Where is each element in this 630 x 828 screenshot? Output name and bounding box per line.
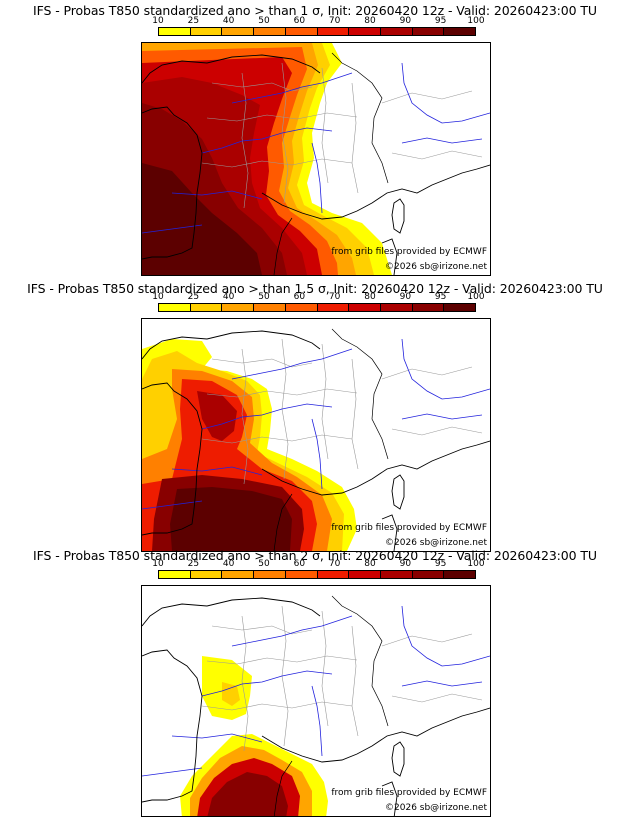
map-panel-3: IFS - Probas T850 standardized ano > tha…: [0, 548, 630, 828]
legend-label: 40: [222, 292, 235, 302]
legend-label: 80: [364, 16, 376, 26]
legend-label: 100: [467, 559, 485, 569]
legend-label: 50: [258, 292, 270, 302]
legend-label: 95: [434, 292, 447, 302]
legend-swatch: [349, 571, 381, 578]
legend-label: 95: [434, 16, 447, 26]
legend-label: 70: [328, 16, 341, 26]
prob-level-95-south: [207, 772, 288, 816]
legend-label: 70: [328, 559, 341, 569]
legend-swatch: [444, 571, 476, 578]
legend-label: 95: [434, 559, 447, 569]
legend-swatch: [380, 571, 413, 578]
legend-label: 50: [258, 559, 270, 569]
legend-swatch: [254, 304, 286, 311]
probability-map: from grib files provided by ECMWF ©2026 …: [141, 585, 491, 817]
legend-label: 40: [222, 16, 235, 26]
prob-level-100: [142, 163, 262, 275]
legend-swatch: [349, 28, 381, 35]
legend-swatch: [317, 304, 350, 311]
legend-labels: 10 25 40 50 60 70 80 90 95 100: [152, 16, 484, 26]
legend-bar: [158, 570, 476, 579]
legend-swatch: [412, 304, 445, 311]
legend-swatch: [159, 571, 191, 578]
legend-label: 100: [467, 292, 485, 302]
legend-label: 60: [293, 559, 306, 569]
legend-swatch: [222, 28, 255, 35]
legend-label: 25: [187, 292, 200, 302]
legend-swatch: [222, 304, 255, 311]
legend-swatch: [317, 28, 350, 35]
probability-map: from grib files provided by ECMWF ©2026 …: [141, 42, 491, 276]
legend-swatch: [317, 571, 350, 578]
legend-label: 10: [152, 16, 164, 26]
legend-label: 25: [187, 559, 200, 569]
legend-label: 50: [258, 16, 270, 26]
legend-bar: [158, 303, 476, 312]
legend-labels: 10 25 40 50 60 70 80 90 95 100: [152, 292, 484, 302]
legend-swatch: [159, 28, 191, 35]
panel-title: IFS - Probas T850 standardized ano > tha…: [33, 3, 597, 18]
legend-label: 10: [152, 292, 164, 302]
legend-label: 60: [293, 16, 306, 26]
copyright: ©2026 sb@irizone.net: [385, 262, 487, 272]
legend-swatch: [412, 28, 445, 35]
legend-swatch: [285, 571, 318, 578]
legend-swatch: [285, 304, 318, 311]
legend-label: 80: [364, 292, 376, 302]
legend-swatch: [190, 571, 223, 578]
legend-swatch: [380, 304, 413, 311]
legend-swatch: [380, 28, 413, 35]
legend-swatch: [444, 304, 476, 311]
panel-title: IFS - Probas T850 standardized ano > tha…: [27, 281, 603, 296]
data-credit: from grib files provided by ECMWF: [331, 523, 487, 533]
data-credit: from grib files provided by ECMWF: [331, 788, 487, 798]
legend-swatch: [349, 304, 381, 311]
legend-swatch: [190, 304, 223, 311]
legend-label: 80: [364, 559, 376, 569]
legend-label: 70: [328, 292, 341, 302]
copyright: ©2026 sb@irizone.net: [385, 538, 487, 548]
legend-swatch: [412, 571, 445, 578]
prob-level-90-north: [197, 391, 237, 441]
data-credit: from grib files provided by ECMWF: [331, 247, 487, 257]
color-legend: 10 25 40 50 60 70 80 90 95 100: [152, 559, 485, 581]
legend-label: 40: [222, 559, 235, 569]
legend-label: 10: [152, 559, 164, 569]
color-legend: 10 25 40 50 60 70 80 90 95 100: [152, 292, 485, 314]
legend-label: 90: [399, 559, 412, 569]
legend-swatch: [254, 28, 286, 35]
panel-title: IFS - Probas T850 standardized ano > tha…: [33, 548, 597, 563]
legend-labels: 10 25 40 50 60 70 80 90 95 100: [152, 559, 484, 569]
legend-bar: [158, 27, 476, 36]
legend-swatch: [159, 304, 191, 311]
map-panel-1: IFS - Probas T850 standardized ano > tha…: [0, 0, 630, 276]
legend-label: 25: [187, 16, 200, 26]
prob-level-100: [170, 487, 292, 551]
color-legend: 10 25 40 50 60 70 80 90 95 100: [152, 16, 485, 38]
legend-label: 100: [467, 16, 485, 26]
legend-swatch: [285, 28, 318, 35]
legend-label: 90: [399, 16, 412, 26]
legend-swatch: [190, 28, 223, 35]
prob-level-25-west: [222, 682, 240, 706]
copyright: ©2026 sb@irizone.net: [385, 803, 487, 813]
legend-label: 90: [399, 292, 412, 302]
map-panel-2: IFS - Probas T850 standardized ano > tha…: [0, 276, 630, 552]
legend-label: 60: [293, 292, 306, 302]
probability-map: from grib files provided by ECMWF ©2026 …: [141, 318, 491, 552]
legend-swatch: [444, 28, 476, 35]
legend-swatch: [222, 571, 255, 578]
legend-swatch: [254, 571, 286, 578]
